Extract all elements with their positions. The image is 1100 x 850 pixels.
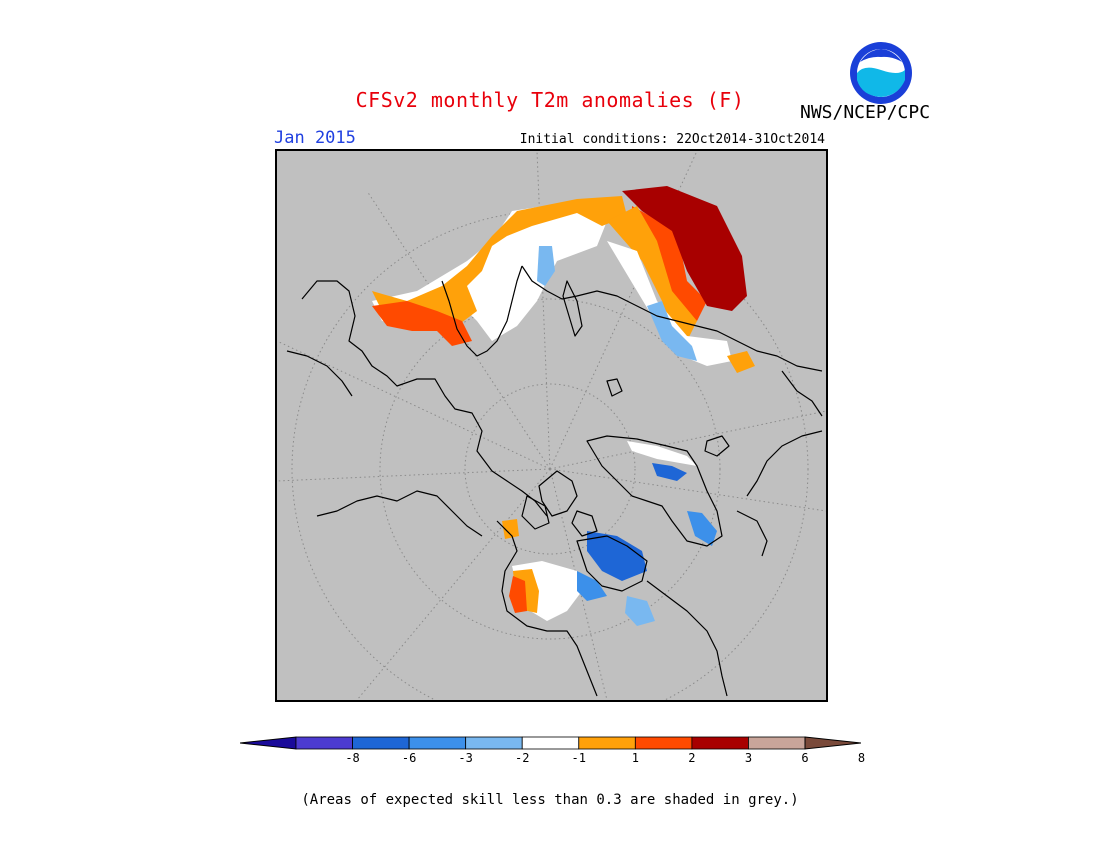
legend-swatch bbox=[521, 736, 580, 750]
legend-arrow-high bbox=[804, 736, 862, 750]
legend-ticks: -8 -6 -3 -2 -1 1 2 3 6 8 bbox=[240, 751, 865, 767]
legend-swatch bbox=[578, 736, 636, 750]
anomaly-region-kamchatka-warm bbox=[727, 351, 755, 373]
anomaly-region-baffin-cool bbox=[687, 511, 717, 546]
coastline-north-america bbox=[496, 520, 598, 697]
coastline-novaya-zemlya bbox=[562, 280, 583, 337]
anomaly-region-siberia-warm-strong bbox=[622, 186, 747, 311]
color-legend bbox=[239, 733, 862, 753]
coastline-east-canada bbox=[646, 580, 728, 697]
legend-tick-label: 6 bbox=[801, 751, 809, 765]
anomaly-region-alaska-warm-strong bbox=[509, 576, 527, 613]
legend-tick-label: -6 bbox=[401, 751, 417, 765]
legend-tick-label: 3 bbox=[744, 751, 753, 765]
coastline-canada-archipelago bbox=[521, 470, 598, 537]
anomaly-region-hudson-cool bbox=[577, 571, 607, 601]
agency-label: NWS/NCEP/CPC bbox=[800, 102, 931, 123]
coastline-greenland-east bbox=[736, 510, 768, 557]
legend-swatch bbox=[408, 736, 467, 750]
noaa-logo: NOAA bbox=[848, 40, 914, 106]
legend-swatch bbox=[295, 736, 353, 750]
anomaly-shading bbox=[372, 186, 755, 626]
anomaly-region-eurasia-warm-2 bbox=[372, 301, 472, 346]
legend-swatch bbox=[465, 736, 523, 750]
coastline-mediterranean bbox=[286, 350, 353, 397]
legend-tick-label: -2 bbox=[514, 751, 530, 765]
anomaly-region-greenland-neutral bbox=[627, 441, 697, 466]
legend-tick-label: 2 bbox=[688, 751, 696, 765]
anomaly-region-chukotka-cool bbox=[647, 301, 697, 361]
legend-tick-label: 8 bbox=[857, 751, 866, 765]
initial-conditions: Initial conditions: 22Oct2014-31Oct2014 bbox=[519, 132, 825, 147]
anomaly-region-east-siberia-neutral bbox=[607, 241, 732, 366]
coastline-kamchatka bbox=[781, 370, 823, 417]
anomaly-region-yukon-warm bbox=[502, 519, 519, 539]
coastline-europe bbox=[301, 280, 548, 517]
map-title: CFSv2 monthly T2m anomalies (F) bbox=[355, 88, 745, 112]
coastline-pacific-nw bbox=[316, 490, 483, 537]
legend-tick-label: -3 bbox=[458, 751, 473, 765]
legend-tick-label: -1 bbox=[571, 751, 586, 765]
coastline-hudson-bay bbox=[576, 535, 648, 592]
legend-swatch bbox=[691, 736, 749, 750]
coastline-north-siberia bbox=[521, 265, 823, 372]
anomaly-region-kara-cool bbox=[537, 246, 555, 286]
coastline-greenland bbox=[586, 435, 723, 547]
coastline-svalbard bbox=[606, 378, 623, 397]
legend-swatch bbox=[748, 736, 806, 750]
anomaly-region-eurasia-warm bbox=[372, 196, 627, 326]
legend-tick-label: 1 bbox=[631, 751, 639, 765]
anomaly-region-greenland-cool bbox=[652, 463, 687, 481]
logo-text: NOAA bbox=[867, 60, 896, 70]
valid-month: Jan 2015 bbox=[274, 128, 356, 148]
coastline-iceland bbox=[704, 435, 730, 457]
skill-footnote: (Areas of expected skill less than 0.3 a… bbox=[301, 792, 799, 808]
legend-arrow-low bbox=[239, 736, 297, 750]
coastline-scandinavia bbox=[441, 265, 523, 357]
legend-tick-label: -8 bbox=[345, 751, 360, 765]
coastline-alaska bbox=[746, 430, 823, 497]
polar-map bbox=[275, 149, 828, 702]
anomaly-region-labrador-cool bbox=[625, 596, 655, 626]
legend-swatch bbox=[352, 736, 410, 750]
legend-swatch bbox=[634, 736, 693, 750]
coastlines bbox=[286, 265, 823, 697]
anomaly-region-canada-cool bbox=[587, 531, 647, 581]
anomaly-region-east-siberia-warm bbox=[607, 206, 697, 341]
